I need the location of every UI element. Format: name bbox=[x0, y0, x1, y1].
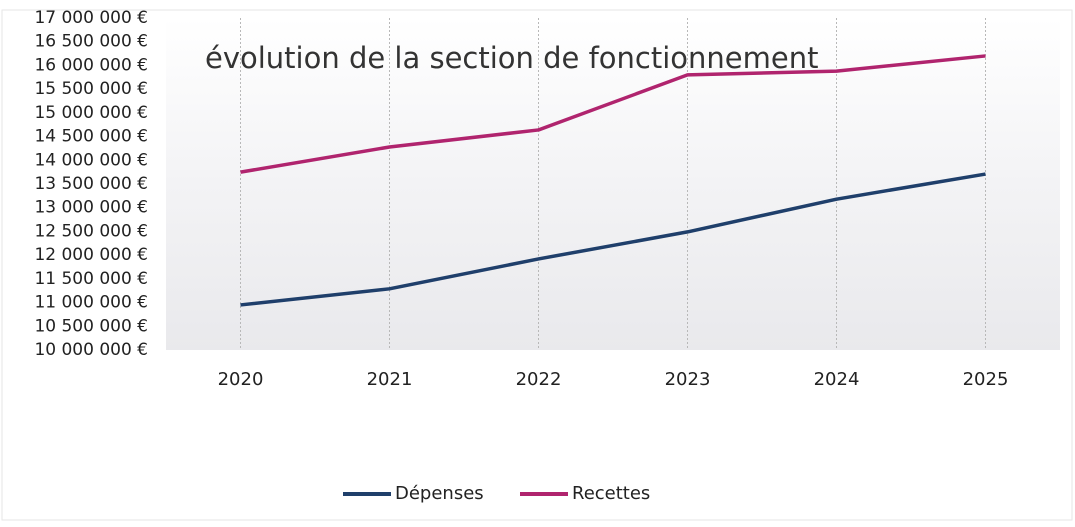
x-tick-label: 2023 bbox=[665, 369, 711, 390]
y-tick-label: 15 500 000 € bbox=[34, 79, 148, 99]
legend-label: Recettes bbox=[572, 483, 650, 504]
series-line bbox=[240, 172, 986, 307]
lines bbox=[240, 54, 986, 307]
x-tick-label: 2024 bbox=[814, 369, 860, 390]
chart-title: évolution de la section de fonctionnemen… bbox=[205, 41, 819, 75]
y-tick-label: 10 500 000 € bbox=[34, 316, 148, 336]
y-tick-label: 17 000 000 € bbox=[34, 8, 148, 28]
plot-area bbox=[166, 18, 1060, 350]
y-tick-label: 13 500 000 € bbox=[34, 174, 148, 194]
series-line bbox=[240, 54, 986, 174]
y-tick-label: 11 500 000 € bbox=[34, 269, 148, 289]
x-tick-label: 2025 bbox=[963, 369, 1009, 390]
axes: 10 000 000 € 10 500 000 € 11 000 000 € 11 5… bbox=[34, 8, 1008, 390]
y-tick-label: 16 500 000 € bbox=[34, 32, 148, 52]
x-tick-label: 2021 bbox=[367, 369, 413, 390]
y-tick-label: 16 000 000 € bbox=[34, 55, 148, 75]
y-tick-label: 14 000 000 € bbox=[34, 150, 148, 170]
legend-label: Dépenses bbox=[395, 483, 484, 504]
y-tick-label: 11 000 000 € bbox=[34, 293, 148, 313]
y-tick-label: 13 000 000 € bbox=[34, 198, 148, 218]
y-tick-label: 14 500 000 € bbox=[34, 127, 148, 147]
x-tick-label: 2022 bbox=[516, 369, 562, 390]
legend: Dépenses Recettes bbox=[343, 483, 650, 504]
grid bbox=[240, 18, 986, 350]
y-tick-label: 12 000 000 € bbox=[34, 245, 148, 265]
y-tick-label: 15 000 000 € bbox=[34, 103, 148, 123]
x-tick-label: 2020 bbox=[218, 369, 264, 390]
chart-frame bbox=[1, 9, 1073, 521]
y-tick-label: 12 500 000 € bbox=[34, 221, 148, 241]
y-tick-label: 10 000 000 € bbox=[34, 340, 148, 360]
